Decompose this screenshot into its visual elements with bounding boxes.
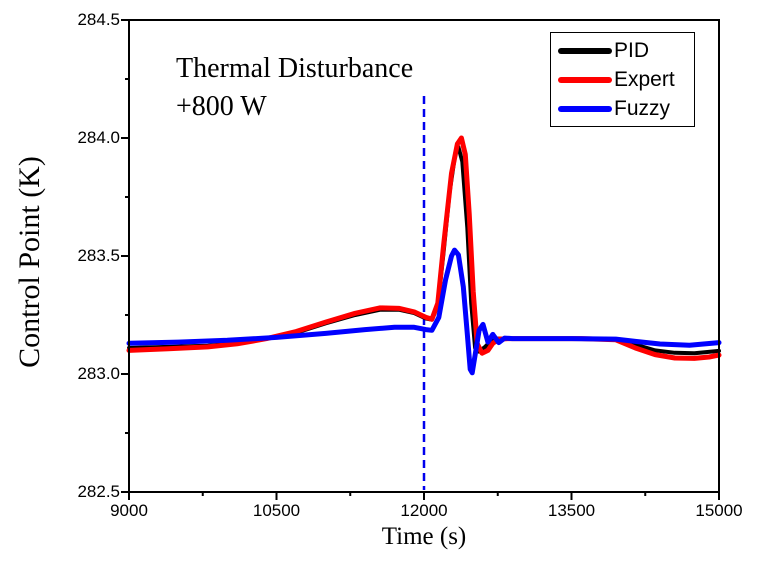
legend: PID Expert Fuzzy <box>550 32 695 127</box>
legend-label-fuzzy: Fuzzy <box>614 97 671 120</box>
expert-line-swatch <box>558 76 612 83</box>
x-tick-label: 13500 <box>547 501 596 520</box>
y-tick-label: 283.5 <box>77 246 120 265</box>
annotation-line-2: +800 W <box>176 91 267 122</box>
legend-label-pid: PID <box>614 39 650 62</box>
legend-item-pid: PID <box>558 40 694 61</box>
annotation-line-1: Thermal Disturbance <box>176 53 414 84</box>
x-axis-title: Time (s) <box>381 523 467 550</box>
y-tick-label: 284.0 <box>77 128 120 147</box>
x-tick-label: 10500 <box>252 501 301 520</box>
x-tick-label: 12000 <box>400 501 448 520</box>
disturbance-annotation: Thermal Disturbance +800 W <box>176 50 413 126</box>
y-tick-label: 282.5 <box>77 482 120 501</box>
fuzzy-line-swatch <box>558 105 612 112</box>
legend-item-fuzzy: Fuzzy <box>558 98 694 119</box>
y-tick-label: 283.0 <box>77 364 120 383</box>
x-tick-label: 9000 <box>110 501 148 520</box>
legend-label-expert: Expert <box>614 68 675 91</box>
series-line-expert <box>126 135 722 361</box>
x-tick-label: 15000 <box>695 501 743 520</box>
y-tick-label: 284.5 <box>77 10 120 29</box>
pid-line-swatch <box>558 47 612 54</box>
legend-item-expert: Expert <box>558 69 694 90</box>
series-line-fuzzy <box>126 247 722 376</box>
